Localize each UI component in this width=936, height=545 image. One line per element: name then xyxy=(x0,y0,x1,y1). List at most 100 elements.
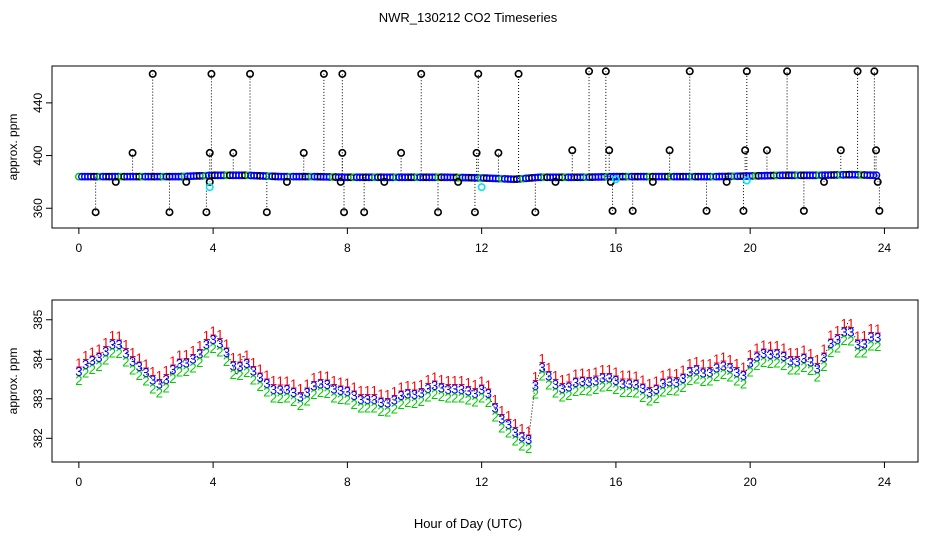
series-2-glyph: 2 xyxy=(344,393,351,408)
series-1-glyph: 1 xyxy=(324,368,331,383)
bottom-y-tick-label: 384 xyxy=(31,349,45,369)
series-2-glyph: 2 xyxy=(317,385,324,400)
series-3-glyph: 3 xyxy=(471,386,478,401)
spike-point xyxy=(470,208,479,217)
bottom-x-tick-label: 8 xyxy=(344,475,351,489)
series-2-glyph: 2 xyxy=(512,434,519,449)
series-1-glyph: 1 xyxy=(847,316,854,331)
spike-point xyxy=(853,67,862,76)
series-3-glyph: 3 xyxy=(438,381,445,396)
series-3-glyph: 3 xyxy=(592,373,599,388)
series-1-glyph: 1 xyxy=(136,350,143,365)
series-1-glyph: 1 xyxy=(337,374,344,389)
bottom-x-tick-label: 4 xyxy=(210,475,217,489)
series-3-glyph: 3 xyxy=(310,378,317,393)
series-1-glyph: 1 xyxy=(82,348,89,363)
spike-point xyxy=(568,146,577,155)
top-panel: approx. ppm 0 4 8 12 16 20 24 360 400 440 xyxy=(6,65,919,255)
series-1-glyph: 1 xyxy=(183,347,190,362)
series-2-glyph: 2 xyxy=(713,369,720,384)
series-2-glyph: 2 xyxy=(632,386,639,401)
series-1-glyph: 1 xyxy=(686,356,693,371)
series-3-glyph: 3 xyxy=(538,360,545,375)
series-2-glyph: 2 xyxy=(800,360,807,375)
series-1-glyph: 1 xyxy=(303,376,310,391)
series-3-glyph: 3 xyxy=(431,378,438,393)
series-3-glyph: 3 xyxy=(800,351,807,366)
series-2-glyph: 2 xyxy=(572,384,579,399)
series-2-glyph: 2 xyxy=(552,386,559,401)
series-1-glyph: 1 xyxy=(706,356,713,371)
series-1-glyph: 1 xyxy=(129,345,136,360)
series-2-glyph: 2 xyxy=(585,383,592,398)
series-3-glyph: 3 xyxy=(565,379,572,394)
series-3-glyph: 3 xyxy=(673,375,680,390)
series-2-glyph: 2 xyxy=(196,355,203,370)
series-3-glyph: 3 xyxy=(183,356,190,371)
series-3-glyph: 3 xyxy=(532,378,539,393)
bottom-x-tick-label: 24 xyxy=(878,475,892,489)
spike-point xyxy=(514,69,523,78)
series-1-glyph: 1 xyxy=(592,365,599,380)
spike-point xyxy=(872,146,881,155)
series-2-glyph: 2 xyxy=(814,370,821,385)
series-2-glyph: 2 xyxy=(592,382,599,397)
series-2-glyph: 2 xyxy=(418,394,425,409)
spike-point xyxy=(397,148,406,157)
series-2-glyph: 2 xyxy=(149,381,156,396)
series-1-glyph: 1 xyxy=(263,367,270,382)
series-2-glyph: 2 xyxy=(156,385,163,400)
spike-point xyxy=(494,148,503,157)
series-3-glyph: 3 xyxy=(189,352,196,367)
series-2-glyph: 2 xyxy=(438,389,445,404)
spike-point xyxy=(873,177,882,186)
series-3-glyph: 3 xyxy=(747,356,754,371)
series-2-glyph: 2 xyxy=(559,390,566,405)
series-2-glyph: 2 xyxy=(807,363,814,378)
spike-point xyxy=(182,177,191,186)
series-3-glyph: 3 xyxy=(693,363,700,378)
spike-point xyxy=(319,69,328,78)
series-2-glyph: 2 xyxy=(431,387,438,402)
series-1-glyph: 1 xyxy=(740,359,747,374)
series-2-glyph: 2 xyxy=(451,390,458,405)
series-1-glyph: 1 xyxy=(713,352,720,367)
series-2-glyph: 2 xyxy=(505,426,512,441)
series-3-glyph: 3 xyxy=(109,337,116,352)
spike-point xyxy=(417,69,426,78)
series-1-glyph: 1 xyxy=(666,366,673,381)
series-3-glyph: 3 xyxy=(559,381,566,396)
series-2-glyph: 2 xyxy=(350,397,357,412)
series-3-glyph: 3 xyxy=(196,347,203,362)
series-1-glyph: 1 xyxy=(518,421,525,436)
series-2-glyph: 2 xyxy=(666,383,673,398)
series-1-glyph: 1 xyxy=(814,352,821,367)
series-1-glyph: 1 xyxy=(236,350,243,365)
series-3-glyph: 3 xyxy=(485,386,492,401)
series-1-glyph: 1 xyxy=(606,362,613,377)
spike-point xyxy=(338,148,347,157)
spike-point xyxy=(128,148,137,157)
bottom-x-tick-label: 16 xyxy=(609,475,623,489)
series-2-glyph: 2 xyxy=(223,354,230,369)
series-2-glyph: 2 xyxy=(720,367,727,382)
bottom-plot-frame xyxy=(51,299,919,463)
cyan-point xyxy=(205,183,214,192)
series-1-glyph: 1 xyxy=(223,336,230,351)
series-3-glyph: 3 xyxy=(498,412,505,427)
spike-point xyxy=(702,206,711,215)
series-3-glyph: 3 xyxy=(760,346,767,361)
series-3-glyph: 3 xyxy=(787,354,794,369)
series-3-glyph: 3 xyxy=(391,393,398,408)
series-1-glyph: 1 xyxy=(330,373,337,388)
series-3-glyph: 3 xyxy=(230,359,237,374)
series-2-glyph: 2 xyxy=(639,390,646,405)
series-1-glyph: 1 xyxy=(747,347,754,362)
spike-point xyxy=(875,206,884,215)
series-2-glyph: 2 xyxy=(75,373,82,388)
spike-point xyxy=(454,177,463,186)
series-1-glyph: 1 xyxy=(646,376,653,391)
spike-point xyxy=(207,69,216,78)
series-2-glyph: 2 xyxy=(747,364,754,379)
